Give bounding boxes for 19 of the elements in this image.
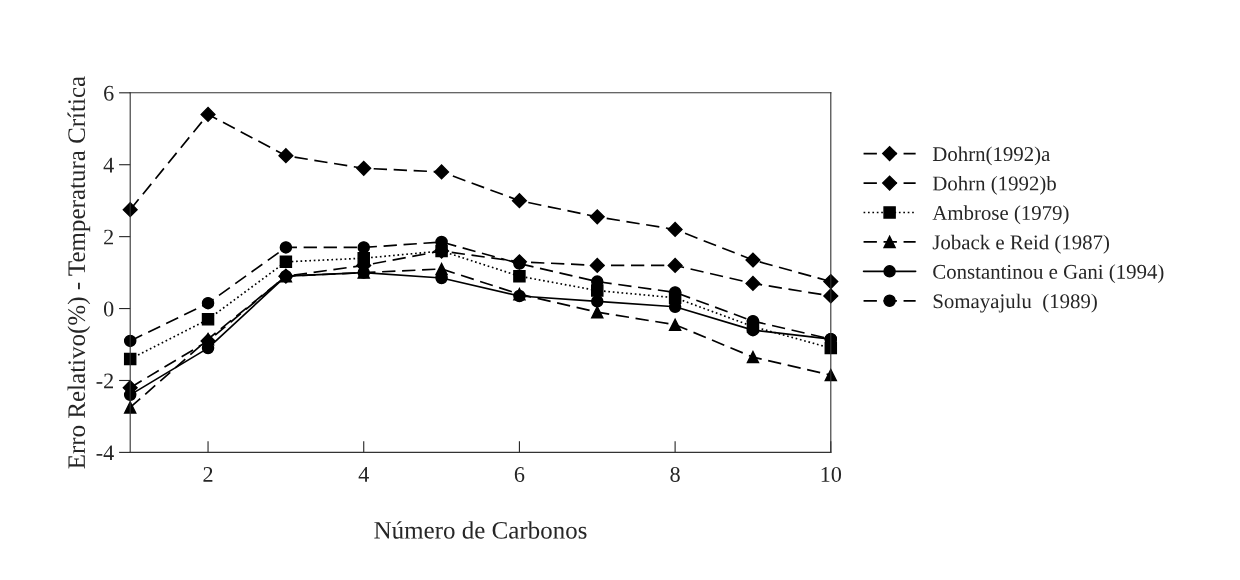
y-tick-label: 0 [103, 301, 114, 317]
y-axis-title: Erro Relativo(%) - Temperatura Crítica [67, 76, 91, 469]
legend-label: Ambrose (1979) [932, 205, 1069, 225]
x-tick-label: 10 [821, 466, 842, 482]
legend-label: Joback e Reid (1987) [932, 234, 1110, 254]
y-tick-label: 4 [103, 157, 114, 173]
legend-label: Dohrn(1992)a [932, 146, 1051, 166]
x-axis-title: Número de Carbonos [374, 521, 587, 539]
y-tick-label: 6 [104, 85, 114, 101]
x-tick-label: 4 [358, 467, 369, 482]
legend-label: Constantinou e Gani (1994) [933, 264, 1164, 284]
x-tick-label: 6 [514, 466, 525, 482]
x-tick-label: 2 [203, 466, 213, 482]
legend-label: Dohrn (1992)b [932, 175, 1056, 195]
y-tick-label: -2 [96, 373, 113, 389]
y-tick-label: -4 [96, 445, 114, 461]
legend-label: Somayajulu (1989) [933, 293, 1097, 313]
x-tick-label: 8 [670, 466, 680, 482]
y-tick-label: 2 [104, 229, 113, 245]
